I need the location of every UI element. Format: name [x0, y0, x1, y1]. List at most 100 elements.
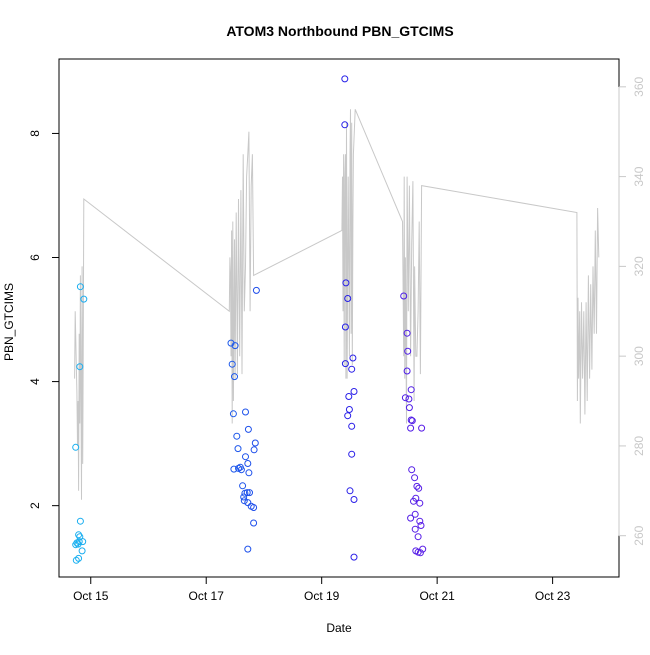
x-tick-label: Oct 17 [189, 589, 225, 603]
data-point [341, 360, 349, 368]
data-point [240, 493, 248, 501]
data-point [72, 443, 80, 451]
data-point [234, 445, 242, 453]
x-axis-label: Date [326, 621, 352, 635]
x-tick-label: Oct 23 [535, 589, 571, 603]
data-point [414, 533, 422, 541]
data-point [350, 553, 358, 561]
data-point [341, 75, 349, 83]
chart-title: ATOM3 Northbound PBN_GTCIMS [226, 23, 453, 39]
data-point [411, 525, 419, 533]
data-point [350, 496, 358, 503]
data-point [250, 519, 258, 527]
x-tick-label: Oct 15 [73, 589, 109, 603]
data-point [75, 531, 83, 539]
y-tick-label: 8 [28, 130, 42, 137]
y2-tick-label: 300 [632, 346, 646, 366]
data-point [403, 329, 411, 337]
data-point [245, 469, 253, 477]
data-point [403, 367, 411, 375]
data-point [244, 545, 252, 553]
data-point [348, 365, 356, 373]
y2-tick-label: 360 [632, 76, 646, 96]
y-axis-label: PBN_GTCIMS [2, 283, 16, 361]
data-point [230, 465, 238, 473]
y2-tick-label: 320 [632, 256, 646, 276]
secondary-series-line [74, 109, 600, 500]
y-tick-label: 4 [28, 378, 42, 385]
data-point [341, 121, 349, 129]
data-point [241, 489, 249, 497]
y-tick-label: 6 [28, 254, 42, 261]
data-point [74, 540, 82, 548]
data-point [405, 404, 413, 412]
data-point [417, 522, 425, 529]
data-point [413, 482, 421, 490]
data-point [78, 547, 86, 555]
data-point [251, 439, 259, 447]
data-point [416, 499, 424, 507]
data-point [239, 482, 247, 490]
x-tick-label: Oct 21 [419, 589, 455, 603]
y-axis-right: 260 280 300 320 340 360 [618, 76, 646, 546]
data-point [231, 373, 238, 381]
y2-tick-label: 280 [632, 436, 646, 456]
data-point [400, 292, 408, 300]
data-point [418, 424, 426, 432]
data-point [411, 474, 419, 482]
data-point [407, 514, 415, 522]
data-point [407, 416, 415, 424]
data-point [231, 342, 239, 350]
data-point [345, 406, 353, 413]
data-point [341, 323, 349, 331]
data-point [72, 556, 80, 564]
x-tick-label: Oct 19 [304, 589, 340, 603]
data-point [237, 466, 245, 474]
data-point [244, 425, 252, 433]
data-point [242, 453, 249, 461]
data-point [407, 386, 415, 394]
data-point [411, 510, 419, 518]
y-axis-left: 2 4 6 8 [28, 130, 60, 509]
data-point [75, 554, 83, 562]
data-point [350, 388, 358, 395]
data-point [76, 517, 84, 525]
x-axis: Oct 15 Oct 17 Oct 19 Oct 21 Oct 23 [73, 576, 571, 603]
data-point [76, 363, 84, 371]
data-point [344, 295, 352, 302]
points-layer [72, 75, 427, 564]
data-point [348, 450, 356, 458]
data-point [346, 487, 354, 495]
data-point [240, 497, 248, 505]
data-point [349, 354, 357, 362]
data-point [342, 279, 350, 287]
data-point [252, 286, 260, 294]
data-point [408, 417, 416, 425]
y2-tick-label: 260 [632, 525, 646, 545]
data-point [348, 422, 356, 430]
data-point [242, 408, 249, 416]
data-point [80, 295, 88, 303]
data-point [250, 446, 258, 454]
data-point [410, 497, 417, 505]
data-point [250, 504, 258, 511]
data-point [416, 517, 424, 525]
data-point [404, 347, 412, 355]
data-point [415, 484, 423, 492]
y2-tick-label: 340 [632, 166, 646, 186]
data-point [408, 466, 416, 474]
data-point [344, 412, 352, 420]
data-point [345, 393, 353, 400]
data-point [401, 394, 409, 402]
secondary-line-layer [74, 109, 600, 500]
y-tick-label: 2 [28, 502, 42, 509]
data-point [405, 395, 413, 403]
data-point [76, 283, 84, 291]
data-point [229, 410, 237, 418]
plot-frame [58, 58, 620, 578]
data-point [233, 432, 241, 440]
data-point [416, 549, 424, 557]
data-point [228, 360, 236, 368]
data-point [407, 424, 415, 432]
